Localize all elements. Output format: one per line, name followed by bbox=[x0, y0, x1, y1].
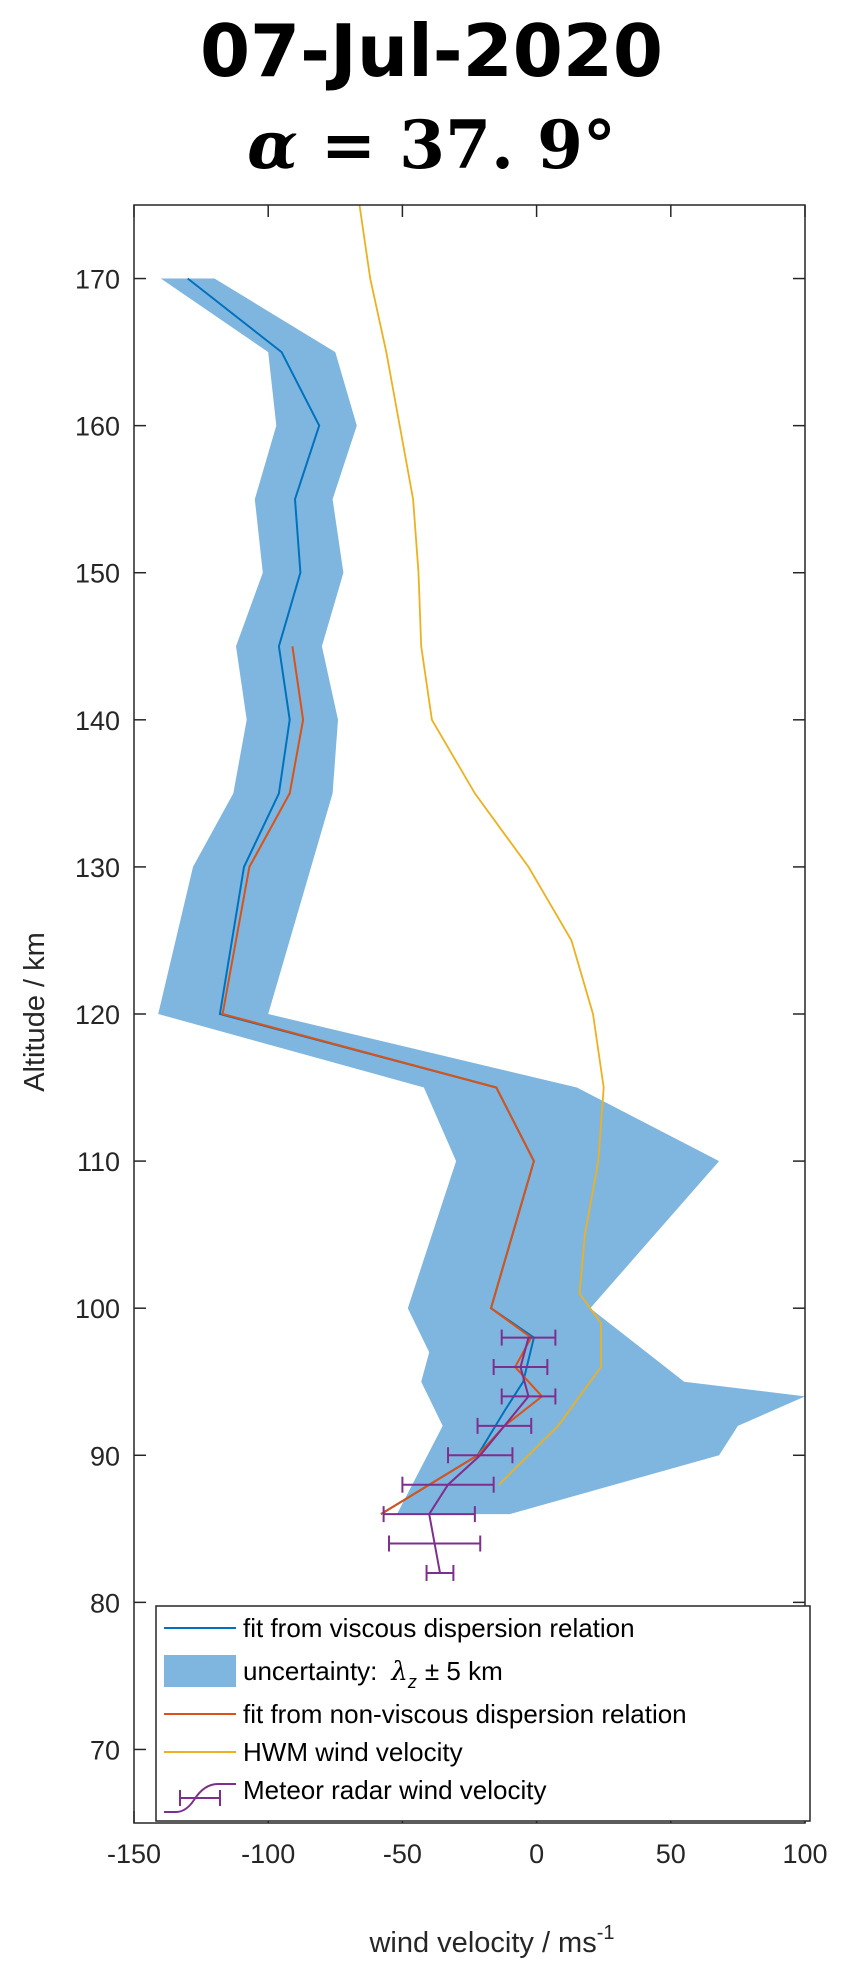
y-tick-label: 130 bbox=[75, 853, 120, 883]
y-tick-label: 120 bbox=[75, 1000, 120, 1030]
y-tick-label: 110 bbox=[77, 1147, 120, 1177]
y-tick-label: 140 bbox=[75, 706, 120, 736]
x-tick-label: -150 bbox=[107, 1839, 161, 1869]
legend-label-hwm: HWM wind velocity bbox=[243, 1737, 463, 1767]
x-axis-label-text: wind velocity / ms bbox=[368, 1927, 596, 1959]
y-tick-label: 70 bbox=[90, 1735, 120, 1765]
plot-area bbox=[158, 205, 805, 1581]
x-tick-label: 50 bbox=[656, 1839, 686, 1869]
series-nonviscous-line bbox=[221, 646, 544, 1515]
axes: -150 -100 -50 0 50 100 70 80 90 100 110 120 130 140 15… bbox=[75, 204, 828, 1869]
meteor-error-bar bbox=[500, 1388, 557, 1405]
legend-lambda-symbol: λ bbox=[390, 1657, 407, 1687]
meteor-error-bar bbox=[492, 1359, 549, 1376]
meteor-error-bar bbox=[476, 1417, 533, 1434]
y-tick-label: 170 bbox=[75, 265, 120, 295]
meteor-error-bar bbox=[447, 1447, 514, 1464]
y-tick-label: 80 bbox=[90, 1588, 120, 1618]
legend-label-meteor: Meteor radar wind velocity bbox=[243, 1775, 546, 1805]
legend-lambda-subscript: z bbox=[407, 1672, 417, 1692]
x-axis-label: wind velocity / ms-1 bbox=[368, 1922, 614, 1959]
meteor-error-bar bbox=[387, 1535, 482, 1552]
alpha-symbol: α bbox=[247, 106, 298, 184]
uncertainty-band bbox=[158, 278, 805, 1515]
legend-meteor-curve bbox=[164, 1783, 236, 1813]
legend-swatch-uncertainty bbox=[164, 1655, 236, 1687]
meteor-error-bar bbox=[500, 1329, 557, 1346]
y-tick-label: 160 bbox=[75, 412, 120, 442]
series-viscous-line bbox=[187, 277, 536, 1515]
legend-uncertainty-prefix: uncertainty: bbox=[243, 1656, 377, 1686]
legend-swatch-meteor bbox=[164, 1783, 236, 1813]
meteor-error-bar bbox=[401, 1476, 495, 1493]
legend: fit from viscous dispersion relation unc… bbox=[155, 1605, 811, 1822]
chart-title: 07-Jul-2020 bbox=[199, 9, 664, 93]
y-axis-label: Altitude / km bbox=[19, 932, 51, 1092]
x-tick-label: 0 bbox=[529, 1839, 544, 1869]
series-hwm-line bbox=[358, 205, 605, 1486]
legend-label-uncertainty: uncertainty: λz ± 5 km bbox=[243, 1656, 503, 1692]
x-axis-label-exponent: -1 bbox=[597, 1922, 615, 1944]
meteor-error-bar bbox=[425, 1564, 455, 1581]
x-tick-label: -100 bbox=[241, 1839, 295, 1869]
y-tick-label: 90 bbox=[90, 1441, 120, 1471]
y-tick-label: 150 bbox=[75, 559, 120, 589]
plot-clip-group bbox=[158, 205, 805, 1581]
legend-label-viscous: fit from viscous dispersion relation bbox=[243, 1613, 635, 1643]
legend-label-nonviscous: fit from non-viscous dispersion relation bbox=[243, 1699, 687, 1729]
x-tick-label: -50 bbox=[383, 1839, 422, 1869]
legend-uncertainty-range: ± 5 km bbox=[425, 1656, 503, 1686]
y-tick-label: 100 bbox=[75, 1294, 120, 1324]
legend-box bbox=[155, 1605, 811, 1822]
alpha-value: = 37. 9° bbox=[320, 106, 616, 184]
x-tick-label: 100 bbox=[782, 1839, 827, 1869]
chart-subtitle: α = 37. 9° bbox=[0, 100, 863, 190]
meteor-error-bar bbox=[382, 1506, 476, 1523]
